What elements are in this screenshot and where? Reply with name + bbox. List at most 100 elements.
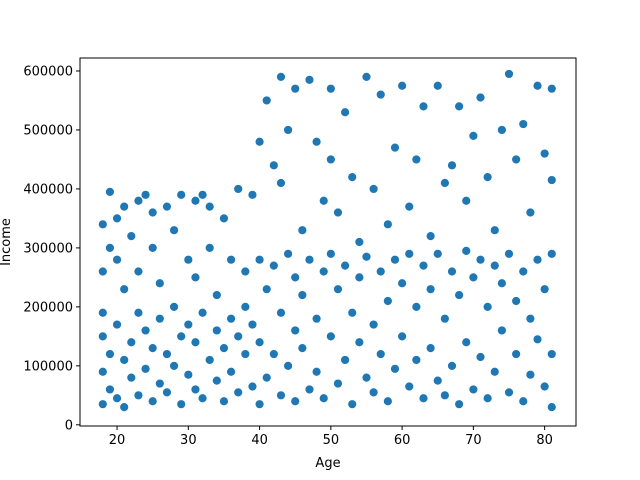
point	[211, 290, 222, 300]
point	[240, 266, 251, 277]
point	[354, 337, 365, 348]
point	[304, 74, 315, 85]
point	[226, 313, 236, 324]
y-tick-label: 200000	[23, 300, 73, 315]
point	[311, 366, 322, 377]
point	[268, 349, 279, 359]
point	[525, 207, 536, 218]
point	[454, 101, 465, 112]
point	[97, 399, 108, 410]
point	[247, 381, 258, 392]
point	[105, 242, 115, 253]
point	[268, 260, 279, 271]
point	[240, 301, 251, 312]
y-tick-label: 400000	[23, 182, 73, 197]
point	[539, 381, 550, 392]
y-tick-label: 100000	[23, 359, 73, 374]
y-tick-label: 0	[65, 418, 73, 433]
point	[204, 355, 215, 365]
point	[411, 301, 422, 312]
point	[190, 384, 201, 395]
point	[397, 80, 408, 91]
point	[119, 284, 130, 295]
point	[404, 381, 415, 392]
point	[240, 349, 251, 359]
point	[525, 369, 536, 380]
point	[390, 142, 400, 153]
point	[418, 393, 429, 404]
point	[97, 219, 108, 230]
point	[97, 307, 108, 318]
point	[154, 278, 165, 289]
point	[311, 136, 322, 147]
point	[454, 290, 465, 300]
point	[119, 355, 130, 365]
point	[162, 201, 172, 212]
point	[489, 260, 500, 271]
point	[439, 313, 450, 324]
point	[318, 393, 329, 404]
point	[169, 225, 179, 236]
point	[340, 107, 351, 118]
point	[197, 189, 208, 200]
point	[254, 399, 265, 410]
point	[447, 266, 457, 277]
point	[283, 248, 293, 259]
point	[297, 290, 308, 300]
point	[140, 325, 151, 336]
point	[489, 225, 500, 236]
point	[105, 186, 115, 197]
point	[439, 390, 450, 401]
point	[382, 219, 393, 230]
point	[397, 278, 408, 289]
x-tick-label: 30	[180, 433, 197, 448]
point	[496, 278, 507, 289]
point	[368, 387, 379, 398]
x-tick-label: 80	[536, 433, 553, 448]
point	[304, 384, 315, 395]
x-tick-label: 60	[394, 433, 411, 448]
point	[97, 266, 108, 277]
point	[475, 92, 486, 103]
point	[489, 366, 500, 377]
point	[468, 272, 479, 283]
point	[432, 80, 443, 91]
point	[119, 201, 130, 212]
point	[518, 119, 529, 129]
point	[290, 325, 301, 336]
point	[475, 352, 486, 362]
point	[247, 319, 258, 330]
point	[183, 254, 194, 265]
point	[546, 248, 557, 259]
point	[461, 337, 472, 348]
point	[511, 154, 522, 165]
y-tick-label: 500000	[23, 123, 73, 138]
point	[532, 334, 543, 345]
point	[276, 390, 286, 401]
point	[147, 396, 158, 407]
point	[183, 369, 194, 380]
point	[140, 363, 151, 374]
point	[97, 331, 108, 342]
point	[169, 360, 179, 371]
points	[97, 69, 557, 413]
y-axis-label: Income	[0, 218, 14, 266]
point	[511, 349, 522, 359]
point	[97, 366, 108, 377]
point	[425, 284, 436, 295]
point	[525, 313, 536, 324]
point	[468, 130, 479, 141]
point	[233, 184, 244, 194]
point	[261, 95, 272, 106]
point	[390, 363, 400, 374]
point	[154, 378, 165, 389]
point	[482, 393, 493, 404]
plot-frame	[79, 57, 577, 427]
point	[290, 83, 301, 94]
point	[340, 260, 351, 271]
point	[539, 148, 550, 159]
point	[162, 387, 172, 398]
point	[105, 349, 115, 359]
y-tick-label: 600000	[23, 64, 73, 79]
